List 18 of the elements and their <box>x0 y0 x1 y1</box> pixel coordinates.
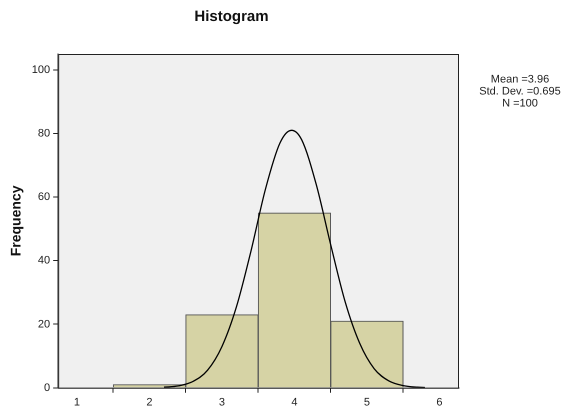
x-tick-label: 3 <box>218 396 226 408</box>
chart-title: Histogram <box>194 8 269 26</box>
x-tick-label: 5 <box>364 396 370 408</box>
y-tick-label: 80 <box>38 128 50 140</box>
y-tick-label: 40 <box>38 254 50 267</box>
y-tick-label: 0 <box>44 382 50 394</box>
x-tick-label: 4 <box>291 396 298 408</box>
y-axis-title: Frequency <box>7 185 24 256</box>
x-tick-label: 2 <box>146 396 153 408</box>
y-tick-label: 20 <box>38 318 50 330</box>
text: Mean =3.96 <box>490 74 550 86</box>
y-tick-label: 100 <box>32 64 50 76</box>
y-tick-label: 60 <box>38 191 50 204</box>
line-series <box>163 130 426 388</box>
text: Std. Dev. =0.695 <box>479 86 561 98</box>
x-tick-label: 1 <box>74 396 80 408</box>
x-tick-label: 6 <box>436 396 442 408</box>
text: N =100 <box>502 98 538 110</box>
